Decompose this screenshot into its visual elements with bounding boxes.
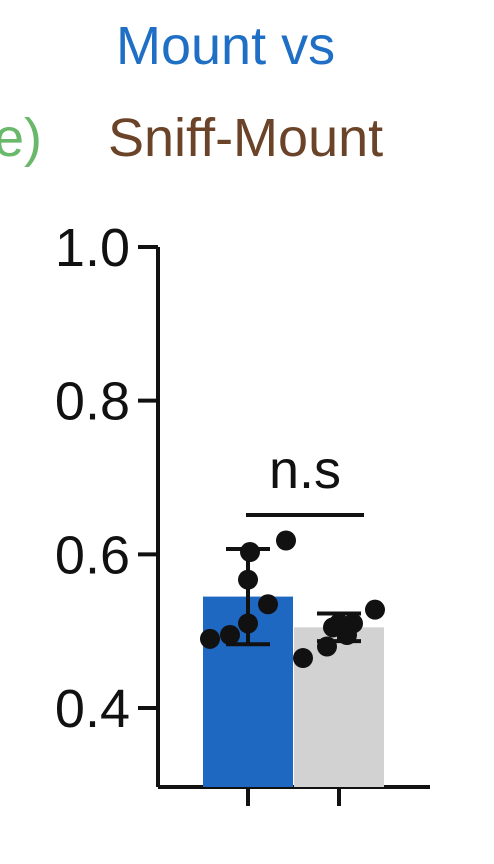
y-tick-2: 0.8 [55,372,158,432]
y-tick-label-1: 1.0 [55,218,130,278]
data-point-bar-2-1 [293,648,313,669]
data-point-bar-1-6 [240,542,260,563]
data-point-bar-1-4 [258,594,278,615]
data-point-bar-1-1 [200,628,220,649]
data-point-bar-2-6 [329,613,349,634]
title-line-2: Sniff-Mount [108,108,383,168]
y-tick-label-4: 0.4 [55,679,130,739]
data-point-bar-2-7 [365,599,385,620]
significance-label: n.s [269,440,341,500]
data-points [200,530,385,669]
y-tick-1: 1.0 [55,218,158,278]
y-tick-3: 0.6 [55,525,158,585]
y-tick-4: 0.4 [55,679,158,739]
data-point-bar-1-7 [276,530,296,551]
data-point-bar-1-3 [238,613,258,634]
data-point-bar-2-2 [317,636,337,657]
y-tick-label-2: 0.8 [55,372,130,432]
title-cut-left: e) [0,108,42,168]
y-tick-label-3: 0.6 [55,525,130,585]
data-point-bar-2-5 [343,613,363,634]
data-point-bar-1-5 [238,569,258,590]
title-line-1: Mount vs [116,16,335,76]
data-point-bar-1-2 [220,625,240,646]
